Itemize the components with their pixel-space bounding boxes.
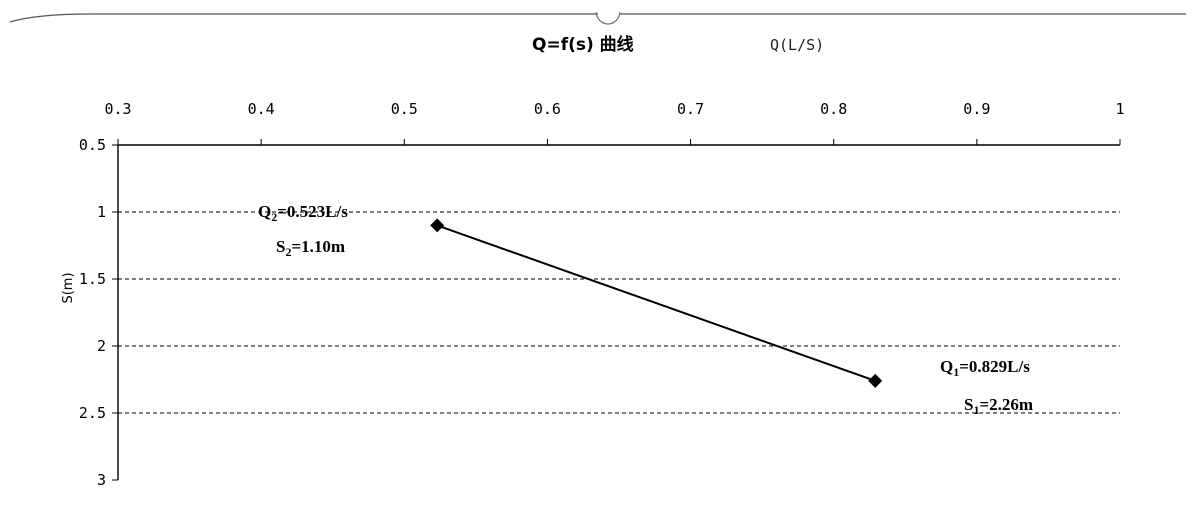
data-series: [430, 218, 883, 388]
x-tick-label-0.9: 0.9: [963, 100, 990, 118]
x-tick-labels: 0.3 0.4 0.5 0.6 0.7 0.8 0.9 1: [104, 100, 1124, 118]
annotation-q1-symbol: Q: [940, 357, 953, 376]
x-tick-label-0.5: 0.5: [391, 100, 418, 118]
annotation-q1-value: =0.829L/s: [959, 357, 1030, 376]
y-tick-label-0.5: 0.5: [79, 136, 106, 154]
x-tick-label-0.8: 0.8: [820, 100, 847, 118]
chart-title: Q=f(s) 曲线: [532, 34, 634, 55]
annotation-s1: S1=2.26m: [964, 395, 1033, 417]
x-tick-label-0.3: 0.3: [104, 100, 131, 118]
annotation-q2-symbol: Q: [258, 202, 271, 221]
annotation-q1: Q1=0.829L/s: [940, 357, 1030, 379]
annotation-q2-sub: 2: [271, 210, 277, 224]
y-tick-label-3: 3: [97, 471, 106, 489]
x-tick-label-0.7: 0.7: [677, 100, 704, 118]
annotation-q1-sub: 1: [953, 365, 959, 379]
frame-top-left-edge: [9, 13, 598, 23]
frame-handle: [595, 11, 621, 25]
axes: [112, 139, 1121, 481]
x-tick-label-0.4: 0.4: [248, 100, 275, 118]
y-axis-label: S(m): [61, 272, 76, 303]
annotation-s1-value: =2.26m: [979, 395, 1033, 414]
annotation-s1-sub: 1: [973, 403, 979, 417]
annotation-s2-value: =1.10m: [291, 237, 345, 256]
annotation-s2-symbol: S: [276, 237, 285, 256]
y-tick-label-2: 2: [97, 337, 106, 355]
data-point-0-0: [430, 218, 445, 233]
annotation-q2: Q2=0.523L/s: [258, 202, 348, 224]
series-line-0: [436, 224, 876, 382]
x-axis-label: Q(L/S): [770, 36, 824, 54]
y-tick-label-1: 1: [97, 203, 106, 221]
gridlines: [118, 211, 1120, 414]
annotation-s2: S2=1.10m: [276, 237, 345, 259]
annotation-s2-sub: 2: [285, 245, 291, 259]
annotation-s1-symbol: S: [964, 395, 973, 414]
y-tick-label-2.5: 2.5: [79, 404, 106, 422]
x-tick-label-0.6: 0.6: [534, 100, 561, 118]
y-tick-labels: 0.5 1 1.5 2 2.5 3: [79, 136, 106, 489]
data-point-0-1: [868, 373, 883, 388]
annotation-q2-value: =0.523L/s: [277, 202, 348, 221]
y-tick-label-1.5: 1.5: [79, 270, 106, 288]
x-tick-label-1: 1: [1115, 100, 1124, 118]
